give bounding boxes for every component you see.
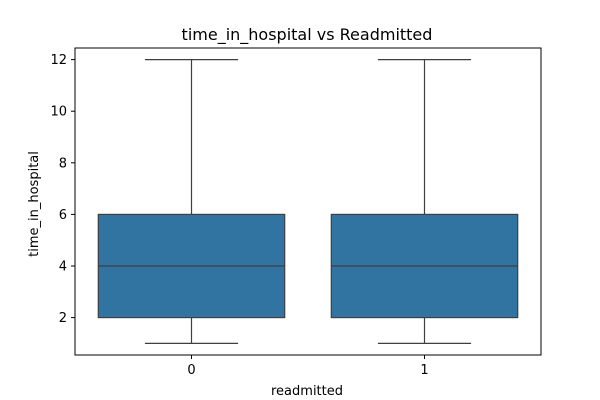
y-tick-label: 2 [59,311,67,326]
axes-frame [74,47,542,356]
y-tick-label: 10 [50,105,67,120]
y-tick-label: 12 [50,53,67,68]
y-axis-ticks: 2 4 6 8 10 12 [50,53,75,326]
x-tick-label: 0 [187,363,195,378]
box-0 [97,59,286,344]
y-axis-label: time_in_hospital [27,151,42,257]
plot-area [74,47,542,356]
x-axis-label: readmitted [271,384,343,399]
y-tick-label: 4 [59,259,67,274]
chart-title: time_in_hospital vs Readmitted [182,25,433,45]
box-1 [330,59,519,344]
y-tick-label: 6 [59,208,67,223]
x-tick-label: 1 [420,363,428,378]
y-tick-label: 8 [59,156,67,171]
